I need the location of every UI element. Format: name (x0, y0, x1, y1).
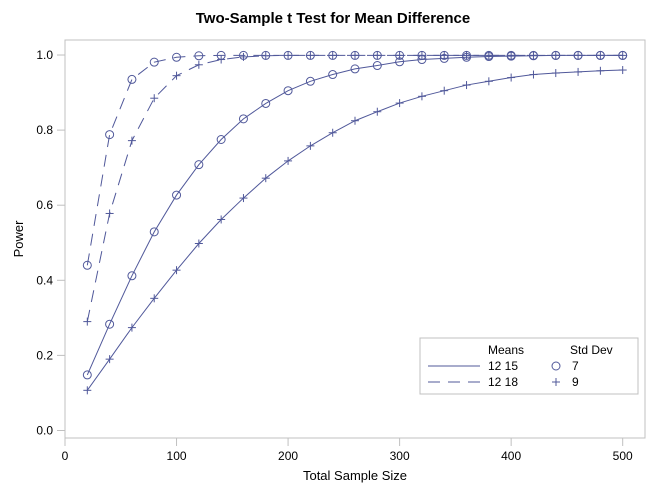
x-tick-label: 500 (613, 449, 633, 463)
y-tick-label: 0.4 (36, 273, 53, 287)
x-tick-label: 100 (167, 449, 187, 463)
legend: Means Std Dev 12 15 7 12 18 9 (420, 338, 638, 394)
legend-header-stddev: Std Dev (570, 343, 613, 357)
x-axis-label: Total Sample Size (303, 468, 407, 483)
legend-header-means: Means (488, 343, 524, 357)
y-tick-label: 1.0 (36, 48, 53, 62)
legend-stddev-label: 7 (572, 359, 579, 373)
y-tick-label: 0.8 (36, 123, 53, 137)
legend-means-label: 12 18 (488, 375, 518, 389)
legend-means-label: 12 15 (488, 359, 518, 373)
power-chart: Two-Sample t Test for Mean Difference 01… (0, 0, 666, 500)
y-tick-label: 0.2 (36, 348, 53, 362)
x-tick-label: 0 (62, 449, 69, 463)
x-tick-label: 400 (501, 449, 521, 463)
y-axis-label: Power (11, 220, 26, 258)
legend-stddev-label: 9 (572, 375, 579, 389)
x-tick-label: 200 (278, 449, 298, 463)
x-tick-label: 300 (390, 449, 410, 463)
chart-svg: 0 100 200 300 400 500 0.0 0.2 0.4 0.6 0.8 1.0 Total … (0, 0, 666, 500)
y-tick-label: 0.0 (36, 423, 53, 437)
y-tick-label: 0.6 (36, 198, 53, 212)
